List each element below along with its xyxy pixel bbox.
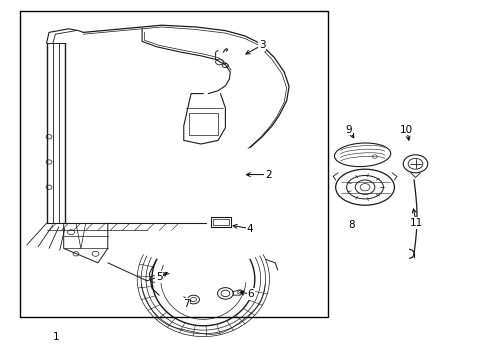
Text: 3: 3 [259,40,266,50]
Text: 5: 5 [156,272,163,282]
Text: 2: 2 [265,170,272,180]
Ellipse shape [335,143,391,167]
Text: 9: 9 [345,125,352,135]
Bar [211,217,231,227]
Ellipse shape [336,169,394,205]
Text: 1: 1 [53,332,60,342]
Text: 6: 6 [247,289,254,299]
Text: 8: 8 [348,220,355,230]
Bar [20,11,328,317]
Text: 11: 11 [410,218,423,228]
Text: 4: 4 [246,224,253,234]
Ellipse shape [347,176,384,199]
Bar [189,113,218,135]
Bar [213,219,229,225]
Text: 7: 7 [183,299,190,309]
Text: 10: 10 [400,125,413,135]
